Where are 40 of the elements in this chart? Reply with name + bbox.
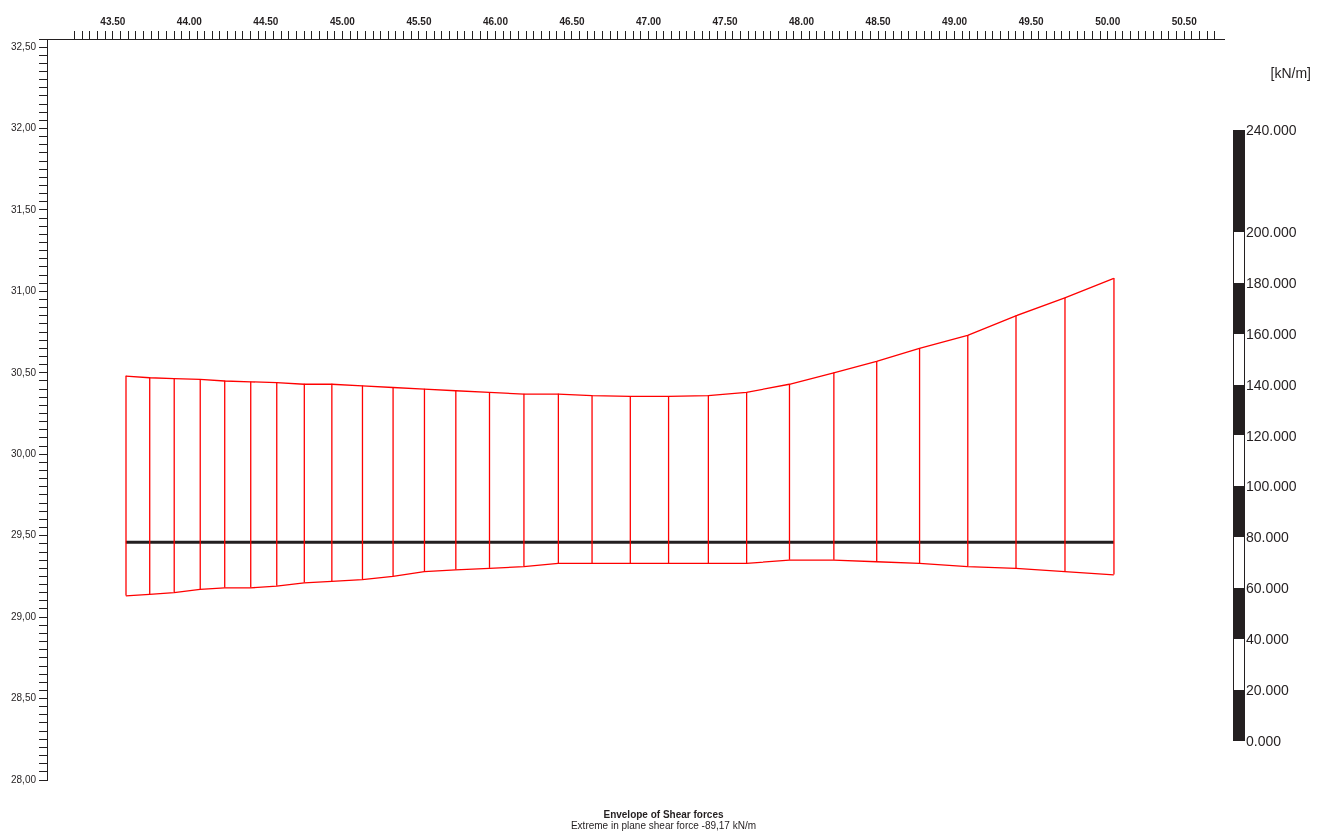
text: 20.000 (1246, 682, 1289, 699)
text: 200.000 (1246, 223, 1297, 240)
y-tick-label: 29,00 (10, 610, 37, 622)
x-tick-label: 45.50 (406, 15, 432, 27)
text: 40.000 (1246, 631, 1289, 648)
x-tick-label: 44.50 (253, 15, 279, 27)
text: 240.000 (1246, 122, 1297, 138)
y-tick-label: 30,00 (10, 448, 37, 460)
text: 140.000 (1246, 376, 1297, 393)
y-tick-label: 32,50 (10, 40, 37, 52)
x-tick-label: 48.50 (865, 15, 892, 27)
x-tick-label: 47.00 (636, 15, 662, 27)
text: Extreme in plane shear force -89,17 kN/m (569, 820, 758, 831)
text: 80.000 (1246, 529, 1289, 546)
y-tick-label: 28,50 (10, 692, 37, 704)
text: 120.000 (1246, 427, 1297, 444)
text: 100.000 (1246, 478, 1297, 495)
y-tick-label: 30,50 (10, 366, 37, 378)
y-tick-label: 31,00 (10, 285, 37, 297)
y-tick-label: 32,00 (10, 122, 37, 134)
y-tick-label: 29,50 (10, 529, 37, 541)
x-tick-label: 48.00 (789, 15, 815, 27)
color-bar-title: [kN/m] (1270, 65, 1311, 81)
text: 60.000 (1246, 580, 1289, 597)
x-tick-label: 45.00 (329, 15, 356, 27)
text: Envelope of Shear forces (603, 809, 724, 820)
x-tick-label: 47.50 (712, 15, 738, 27)
x-tick-label: 49.50 (1018, 15, 1045, 27)
text: 180.000 (1246, 274, 1297, 291)
text: 0.000 (1246, 733, 1282, 749)
x-tick-label: 44.00 (176, 15, 203, 27)
x-tick-label: 50.50 (1171, 15, 1198, 27)
x-tick-label: 49.00 (942, 15, 968, 27)
text: 160.000 (1246, 325, 1297, 342)
x-tick-label: 46.00 (482, 15, 509, 27)
y-tick-label: 28,00 (10, 773, 37, 785)
x-tick-label: 46.50 (559, 15, 585, 27)
y-tick-label: 31,50 (10, 203, 37, 215)
x-tick-label: 43.50 (100, 15, 126, 27)
x-tick-label: 50.00 (1095, 15, 1121, 27)
